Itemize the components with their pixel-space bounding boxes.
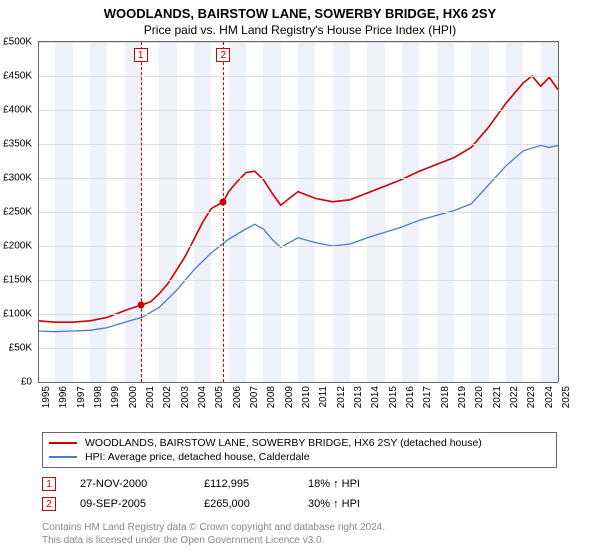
gridline-h (38, 280, 558, 281)
gridline-h (38, 42, 558, 43)
x-axis-label: 2001 (145, 386, 156, 408)
transaction-date: 09-SEP-2005 (80, 498, 180, 510)
transaction-price: £112,995 (204, 478, 284, 490)
gridline-h (38, 178, 558, 179)
x-axis-label: 2007 (249, 386, 260, 408)
transaction-row: 1 27-NOV-2000 £112,995 18% ↑ HPI (42, 474, 398, 494)
x-axis-label: 1999 (110, 386, 121, 408)
event-marker-line (141, 42, 142, 382)
event-marker-line (223, 42, 224, 382)
x-axis-label: 2006 (232, 386, 243, 408)
y-axis-label: £200K (0, 241, 32, 252)
legend-label: WOODLANDS, BAIRSTOW LANE, SOWERBY BRIDGE… (85, 437, 482, 449)
y-axis-label: £0 (0, 377, 32, 388)
y-axis-label: £100K (0, 309, 32, 320)
x-axis-label: 1995 (41, 386, 52, 408)
y-axis-label: £250K (0, 207, 32, 218)
y-axis-label: £150K (0, 275, 32, 286)
gridline-h (38, 144, 558, 145)
x-axis-label: 2024 (544, 386, 555, 408)
x-axis-label: 2005 (214, 386, 225, 408)
x-axis-label: 1997 (76, 386, 87, 408)
transaction-id-box: 1 (42, 477, 56, 491)
x-axis-label: 2008 (266, 386, 277, 408)
y-axis-line (38, 42, 39, 382)
x-axis-label: 2017 (422, 386, 433, 408)
legend-swatch (49, 442, 77, 444)
y-axis-label: £500K (0, 37, 32, 48)
footer-line2: This data is licensed under the Open Gov… (42, 535, 385, 548)
chart-container: WOODLANDS, BAIRSTOW LANE, SOWERBY BRIDGE… (0, 0, 600, 560)
transaction-date: 27-NOV-2000 (80, 478, 180, 490)
x-axis-label: 2020 (474, 386, 485, 408)
legend-label: HPI: Average price, detached house, Cald… (85, 451, 310, 463)
y-axis-label: £350K (0, 139, 32, 150)
x-axis-label: 2009 (284, 386, 295, 408)
gridline-h (38, 76, 558, 77)
gridline-h (38, 348, 558, 349)
x-axis-label: 2018 (440, 386, 451, 408)
transaction-pct: 30% ↑ HPI (308, 498, 398, 510)
x-axis-label: 2011 (318, 386, 329, 408)
chart-area: £0£50K£100K£150K£200K£250K£300K£350K£400… (38, 41, 598, 421)
chart-title: WOODLANDS, BAIRSTOW LANE, SOWERBY BRIDGE… (0, 0, 600, 21)
series-line (38, 145, 558, 331)
x-axis-label: 2012 (336, 386, 347, 408)
event-marker-box: 2 (216, 48, 230, 62)
transaction-id-box: 2 (42, 497, 56, 511)
x-axis-label: 2003 (180, 386, 191, 408)
series-line (38, 76, 558, 322)
gridline-h (38, 382, 558, 383)
event-marker-box: 1 (134, 48, 148, 62)
transaction-price: £265,000 (204, 498, 284, 510)
x-axis-label: 1996 (58, 386, 69, 408)
x-axis-label: 1998 (93, 386, 104, 408)
gridline-h (38, 246, 558, 247)
gridline-h (38, 314, 558, 315)
plot-area: £0£50K£100K£150K£200K£250K£300K£350K£400… (38, 41, 559, 382)
x-axis-label: 2010 (301, 386, 312, 408)
legend-row: HPI: Average price, detached house, Cald… (49, 450, 550, 464)
y-axis-label: £50K (0, 343, 32, 354)
x-axis-label: 2023 (526, 386, 537, 408)
x-axis-label: 2004 (197, 386, 208, 408)
footer-attribution: Contains HM Land Registry data © Crown c… (42, 522, 385, 547)
x-axis-label: 2025 (561, 386, 572, 408)
transaction-row: 2 09-SEP-2005 £265,000 30% ↑ HPI (42, 494, 398, 514)
x-axis-label: 2021 (492, 386, 503, 408)
x-axis-label: 2013 (353, 386, 364, 408)
footer-line1: Contains HM Land Registry data © Crown c… (42, 522, 385, 535)
y-axis-label: £450K (0, 71, 32, 82)
y-axis-label: £400K (0, 105, 32, 116)
x-axis-label: 2016 (405, 386, 416, 408)
transaction-pct: 18% ↑ HPI (308, 478, 398, 490)
gridline-h (38, 110, 558, 111)
event-data-point (137, 302, 144, 309)
x-axis-label: 2019 (457, 386, 468, 408)
gridline-h (38, 212, 558, 213)
event-data-point (220, 198, 227, 205)
y-axis-label: £300K (0, 173, 32, 184)
legend-row: WOODLANDS, BAIRSTOW LANE, SOWERBY BRIDGE… (49, 436, 550, 450)
x-axis-label: 2000 (128, 386, 139, 408)
transaction-list: 1 27-NOV-2000 £112,995 18% ↑ HPI 2 09-SEP-200… (42, 474, 398, 514)
legend-box: WOODLANDS, BAIRSTOW LANE, SOWERBY BRIDGE… (42, 432, 557, 468)
x-axis-label: 2014 (370, 386, 381, 408)
x-axis-label: 2015 (388, 386, 399, 408)
legend-swatch (49, 456, 77, 458)
x-axis-label: 2002 (162, 386, 173, 408)
x-axis-label: 2022 (509, 386, 520, 408)
chart-subtitle: Price paid vs. HM Land Registry's House … (0, 21, 600, 41)
